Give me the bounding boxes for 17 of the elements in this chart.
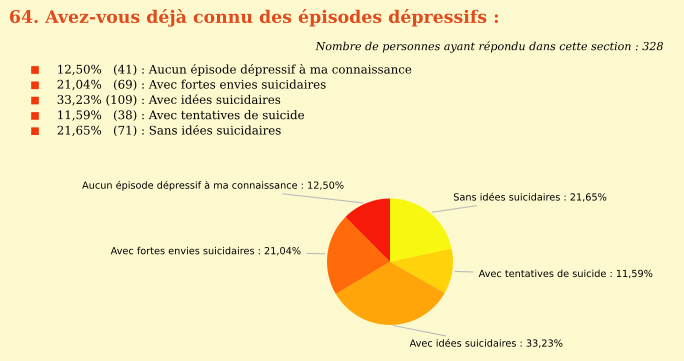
pie-slice bbox=[390, 198, 452, 262]
slice-label: Avec idées suicidaires : 33,23% bbox=[410, 338, 562, 348]
pie-slice bbox=[345, 198, 390, 262]
text: 21,04% (69) : Avec fortes envies suicidaires bbox=[58, 80, 326, 90]
slice-label: Avec fortes envies suicidaires : 21,04% bbox=[110, 246, 301, 256]
pie-slice bbox=[327, 217, 390, 294]
text: 11,59% (38) : Avec tentatives de suicide bbox=[58, 110, 304, 121]
chart-subtitle: Nombre de personnes ayant répondu dans cette section : 328 bbox=[315, 41, 663, 53]
pie-slice bbox=[390, 248, 453, 294]
text: 21,65% (71) : Sans idées suicidaires bbox=[58, 125, 281, 136]
pie-slice bbox=[336, 262, 445, 325]
slice-label: Avec tentatives de suicide : 11,59% bbox=[478, 270, 652, 278]
text: 12,50% (41) : Aucun épisode dépressif à ma connaissance bbox=[58, 64, 412, 76]
text: 33,23% (109) : Avec idées suicidaires bbox=[58, 94, 280, 106]
slice-label: Sans idées suicidaires : 21,65% bbox=[454, 192, 606, 202]
slice-label: Aucun épisode dépressif à ma connaissance : 12,50% bbox=[82, 180, 344, 191]
chart-title: 64. Avez-vous déjà connu des épisodes dépressifs : bbox=[10, 9, 498, 27]
